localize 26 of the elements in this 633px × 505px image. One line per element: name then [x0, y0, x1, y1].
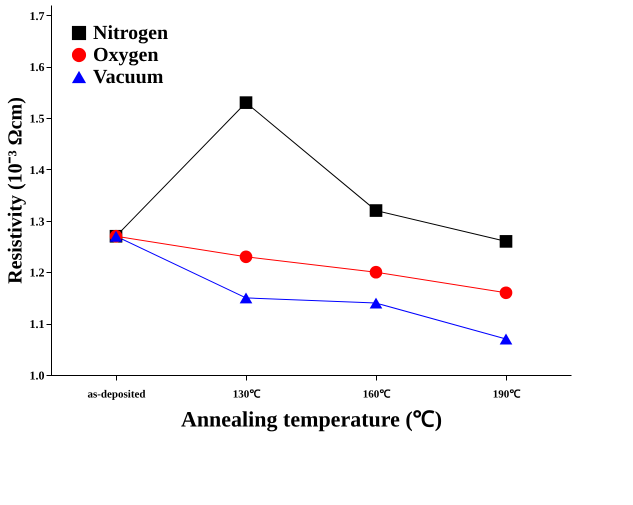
- y-tick-label: 1.0: [30, 368, 44, 382]
- y-tick-label: 1.7: [30, 8, 44, 23]
- point: [500, 235, 512, 248]
- legend-label: Nitrogen: [93, 22, 168, 44]
- point: [500, 334, 512, 345]
- y-tick-label: 1.4: [30, 162, 44, 177]
- y-tick-label: 1.1: [30, 317, 44, 332]
- y-tick-label: 1.2: [30, 266, 44, 280]
- y-tick-label: 1.3: [30, 214, 44, 228]
- x-tick-label: as-deposited: [87, 388, 146, 400]
- x-tick-label: 190℃: [492, 388, 520, 400]
- x-tick-label: 160℃: [362, 388, 390, 400]
- x-tick-label: 130℃: [232, 388, 260, 400]
- point: [240, 250, 252, 264]
- point: [370, 204, 382, 217]
- legend-label: Vacuum: [93, 66, 164, 88]
- x-axis-title: Annealing temperature (℃): [180, 406, 442, 432]
- y-tick-label: 1.6: [30, 60, 44, 74]
- point: [240, 96, 252, 109]
- y-axis-title: Resistivity (10⁻³ Ωcm): [4, 97, 26, 284]
- point: [370, 266, 382, 279]
- legend-label: Oxygen: [93, 44, 159, 66]
- point: [240, 292, 252, 304]
- point: [370, 298, 382, 309]
- point: [500, 286, 512, 300]
- y-tick-label: 1.5: [30, 112, 44, 126]
